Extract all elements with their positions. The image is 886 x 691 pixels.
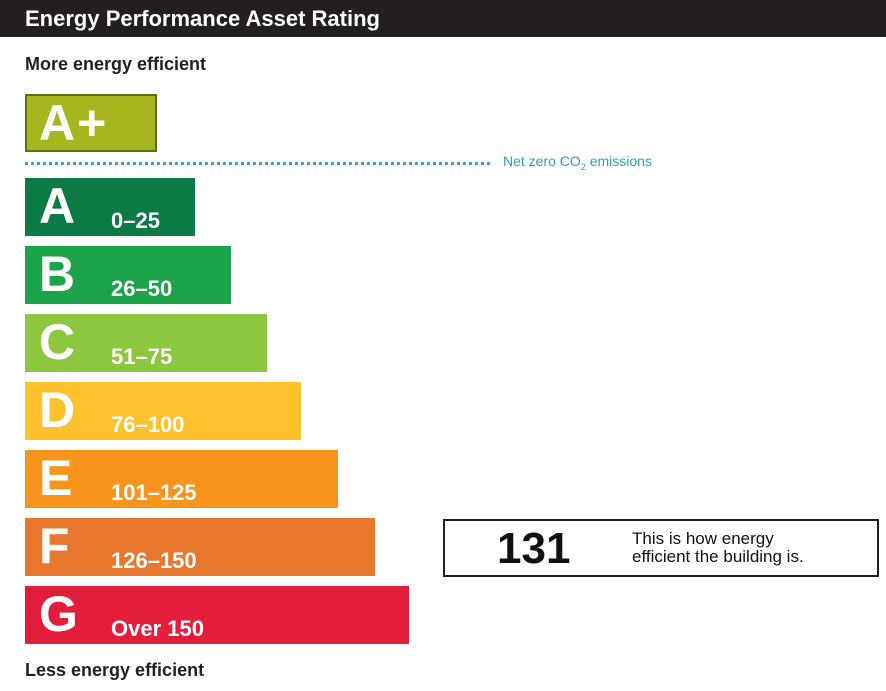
rating-band-f: F 126–150 bbox=[25, 518, 375, 576]
band-range: 26–50 bbox=[111, 276, 173, 301]
rating-band-a-plus: A+ bbox=[25, 94, 157, 152]
band-letter: B bbox=[39, 246, 76, 302]
more-efficient-caption: More energy efficient bbox=[25, 54, 207, 74]
less-efficient-caption: Less energy efficient bbox=[25, 660, 205, 680]
page-title: Energy Performance Asset Rating bbox=[0, 0, 886, 37]
band-range: Over 150 bbox=[111, 616, 204, 641]
net-zero-divider bbox=[25, 162, 490, 165]
band-letter: D bbox=[39, 382, 76, 438]
band-letter: C bbox=[39, 314, 76, 370]
rating-message-line-1: This is how energy bbox=[632, 529, 774, 548]
rating-message-line-2: efficient the building is. bbox=[632, 547, 804, 566]
band-range: 0–25 bbox=[111, 208, 160, 233]
band-range: 76–100 bbox=[111, 412, 185, 437]
rating-band-c: C 51–75 bbox=[25, 314, 267, 372]
rating-band-b: B 26–50 bbox=[25, 246, 231, 304]
rating-value: 131 bbox=[497, 524, 571, 573]
band-letter: G bbox=[39, 586, 78, 642]
rating-indicator: 131 This is how energy efficient the bui… bbox=[443, 519, 879, 577]
rating-message: This is how energy efficient the buildin… bbox=[632, 530, 804, 566]
rating-band-d: D 76–100 bbox=[25, 382, 301, 440]
rating-band-e: E 101–125 bbox=[25, 450, 338, 508]
band-range: 101–125 bbox=[111, 480, 197, 505]
band-letter: F bbox=[39, 518, 70, 574]
band-letter: E bbox=[39, 450, 73, 506]
band-range: 126–150 bbox=[111, 548, 197, 573]
net-zero-label: Net zero CO2 emissions bbox=[503, 153, 652, 172]
rating-band-a: A 0–25 bbox=[25, 178, 195, 236]
rating-band-g: G Over 150 bbox=[25, 586, 409, 644]
band-range: 51–75 bbox=[111, 344, 173, 369]
band-letter: A bbox=[39, 178, 76, 234]
